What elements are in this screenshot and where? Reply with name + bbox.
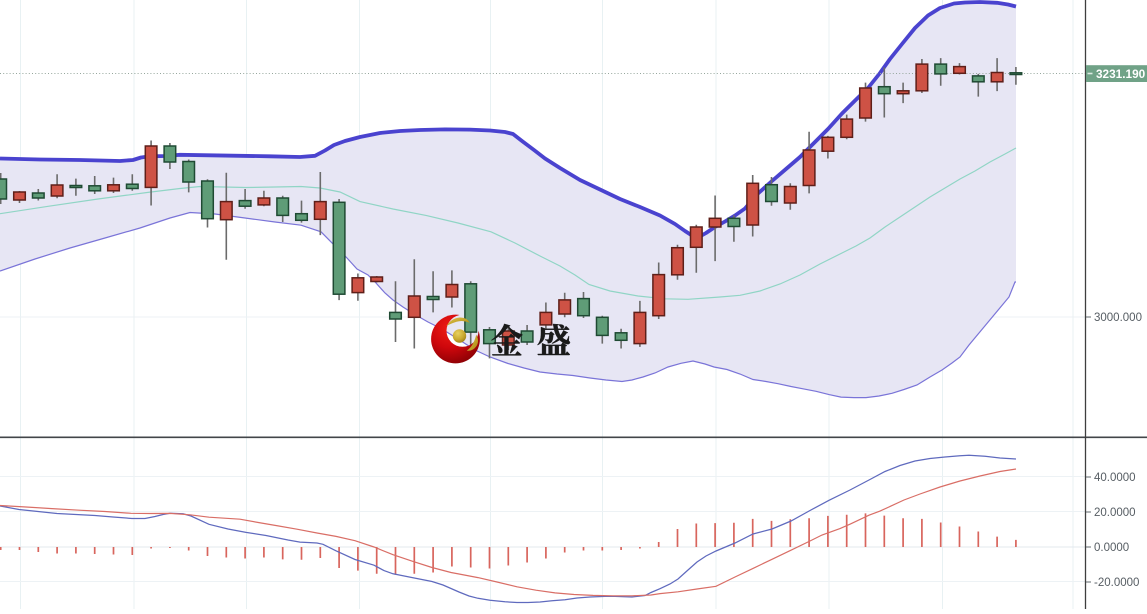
svg-text:40.0000: 40.0000 — [1094, 472, 1136, 484]
svg-text:0.0000: 0.0000 — [1094, 542, 1129, 554]
svg-text:20.0000: 20.0000 — [1094, 507, 1136, 519]
svg-text:3000.000: 3000.000 — [1094, 312, 1142, 324]
svg-text:3231.190: 3231.190 — [1096, 67, 1146, 81]
svg-text:-20.0000: -20.0000 — [1094, 577, 1139, 589]
